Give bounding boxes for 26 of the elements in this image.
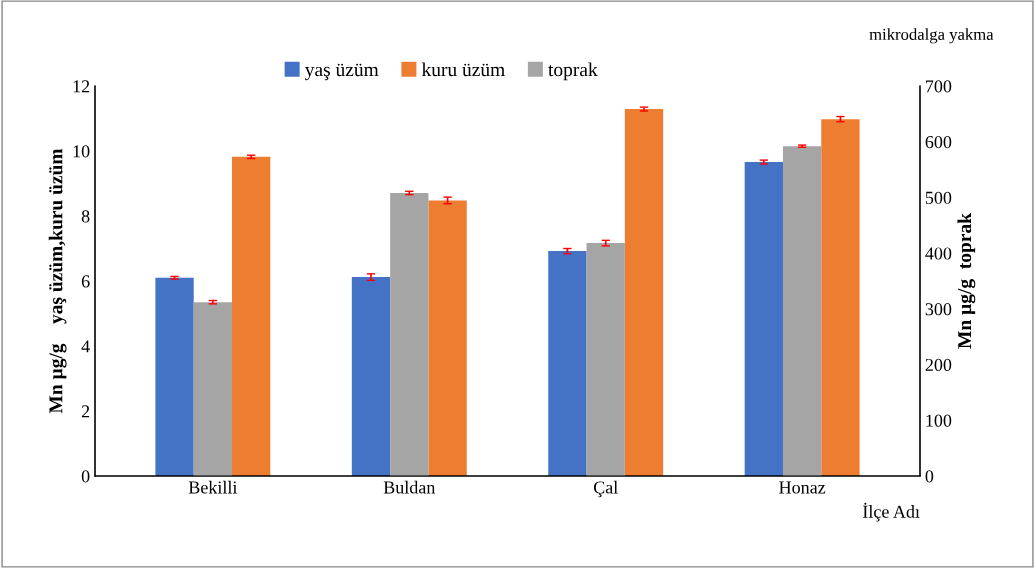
y-tick-label: 8 — [81, 210, 90, 223]
x-tick-label: Bekilli — [188, 480, 238, 494]
y2-tick-label: 400 — [925, 247, 952, 260]
y2-tick-label: 100 — [926, 414, 952, 427]
y2-tick-label: 200 — [925, 358, 952, 372]
y-tick-label: 10 — [73, 145, 90, 158]
y2-tick-label: 600 — [925, 135, 952, 149]
y-tick-label: 12 — [73, 80, 90, 93]
x-tick-label: Honaz — [779, 481, 826, 494]
x-tick-label: Çal — [593, 480, 618, 498]
text: mikrodalga yakma — [869, 28, 994, 44]
legend-label: yaş üzüm — [305, 63, 379, 81]
x-axis-title: İlçe Adı — [862, 502, 920, 522]
y2-tick-label: 0 — [925, 470, 934, 483]
y-tick-label: 0 — [81, 470, 90, 483]
legend-label: kuru üzüm — [421, 62, 505, 77]
y-tick-label: 2 — [81, 405, 90, 418]
legend-label: toprak — [548, 62, 598, 81]
y2-tick-label: 300 — [925, 303, 952, 316]
y-tick-label: 6 — [81, 275, 90, 288]
x-tick-label: Buldan — [383, 480, 436, 494]
y2-axis-title: Mn µg/g toprak — [957, 213, 976, 349]
y2-tick-label: 700 — [926, 80, 952, 93]
y-axis-title: Mn µg/g yaş üzüm,kuru üzüm — [48, 148, 67, 414]
y-tick-label: 4 — [81, 340, 90, 353]
y2-tick-label: 500 — [925, 191, 952, 204]
